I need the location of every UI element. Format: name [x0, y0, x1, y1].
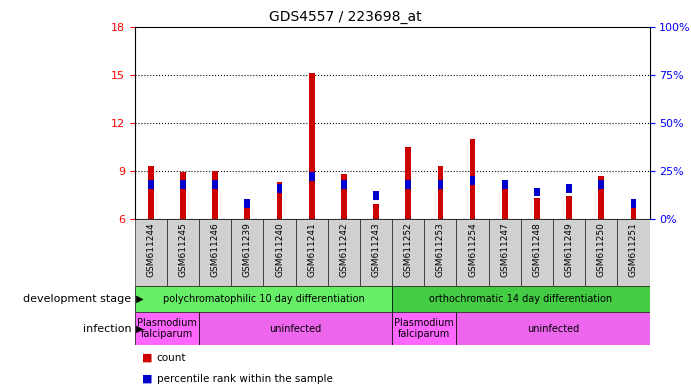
Bar: [341, 174, 347, 219]
Text: GSM611249: GSM611249: [565, 222, 574, 277]
Bar: [470, 176, 475, 185]
Bar: [437, 166, 444, 219]
Bar: [245, 200, 250, 219]
Bar: [406, 147, 411, 219]
Bar: [457, 312, 650, 345]
Text: development stage: development stage: [23, 294, 131, 304]
Text: infection: infection: [83, 323, 131, 334]
Text: GSM611241: GSM611241: [307, 222, 316, 277]
Bar: [424, 219, 457, 286]
Text: polychromatophilic 10 day differentiation: polychromatophilic 10 day differentiatio…: [162, 294, 364, 304]
Bar: [521, 219, 553, 286]
Bar: [502, 180, 508, 189]
Text: count: count: [157, 353, 187, 362]
Text: GSM611239: GSM611239: [243, 222, 252, 277]
Bar: [309, 73, 314, 219]
Text: uninfected: uninfected: [269, 323, 322, 334]
Text: GSM611251: GSM611251: [629, 222, 638, 277]
Bar: [296, 219, 328, 286]
Bar: [534, 198, 540, 219]
Bar: [502, 185, 508, 219]
Bar: [167, 219, 199, 286]
Bar: [373, 192, 379, 200]
Text: uninfected: uninfected: [527, 323, 579, 334]
Bar: [135, 312, 199, 345]
Bar: [585, 219, 617, 286]
Bar: [199, 219, 231, 286]
Text: GSM611244: GSM611244: [146, 222, 155, 277]
Bar: [392, 286, 650, 312]
Bar: [457, 219, 489, 286]
Text: percentile rank within the sample: percentile rank within the sample: [157, 374, 333, 384]
Text: GSM611254: GSM611254: [468, 222, 477, 277]
Text: GSM611245: GSM611245: [178, 222, 187, 277]
Bar: [148, 180, 153, 189]
Text: GSM611240: GSM611240: [275, 222, 284, 277]
Bar: [180, 172, 186, 219]
Bar: [392, 312, 457, 345]
Bar: [360, 219, 392, 286]
Text: GSM611252: GSM611252: [404, 222, 413, 277]
Bar: [180, 180, 186, 189]
Bar: [212, 171, 218, 219]
Text: GSM611253: GSM611253: [436, 222, 445, 277]
Bar: [566, 197, 572, 219]
Bar: [309, 172, 314, 181]
Bar: [470, 139, 475, 219]
Bar: [553, 219, 585, 286]
Bar: [231, 219, 263, 286]
Text: ▶: ▶: [133, 323, 143, 334]
Bar: [263, 219, 296, 286]
Bar: [566, 184, 572, 192]
Bar: [406, 180, 411, 189]
Bar: [276, 182, 283, 219]
Bar: [598, 176, 604, 219]
Bar: [437, 180, 444, 189]
Bar: [276, 184, 283, 192]
Bar: [341, 180, 347, 189]
Text: GSM611242: GSM611242: [339, 222, 348, 277]
Bar: [245, 199, 250, 208]
Bar: [199, 312, 392, 345]
Bar: [135, 286, 392, 312]
Text: ▶: ▶: [133, 294, 143, 304]
Text: orthochromatic 14 day differentiation: orthochromatic 14 day differentiation: [429, 294, 612, 304]
Bar: [148, 166, 153, 219]
Bar: [373, 204, 379, 219]
Bar: [212, 180, 218, 189]
Text: GDS4557 / 223698_at: GDS4557 / 223698_at: [269, 10, 422, 23]
Text: Plasmodium
falciparum: Plasmodium falciparum: [395, 318, 454, 339]
Text: GSM611246: GSM611246: [211, 222, 220, 277]
Bar: [617, 219, 650, 286]
Text: ■: ■: [142, 374, 152, 384]
Bar: [534, 188, 540, 196]
Bar: [328, 219, 360, 286]
Text: GSM611248: GSM611248: [533, 222, 542, 277]
Bar: [631, 199, 636, 208]
Text: GSM611247: GSM611247: [500, 222, 509, 277]
Bar: [489, 219, 521, 286]
Text: GSM611250: GSM611250: [597, 222, 606, 277]
Bar: [598, 180, 604, 189]
Text: GSM611243: GSM611243: [372, 222, 381, 277]
Text: Plasmodium
falciparum: Plasmodium falciparum: [137, 318, 197, 339]
Bar: [631, 206, 636, 219]
Bar: [135, 219, 167, 286]
Bar: [392, 219, 424, 286]
Text: ■: ■: [142, 353, 152, 362]
